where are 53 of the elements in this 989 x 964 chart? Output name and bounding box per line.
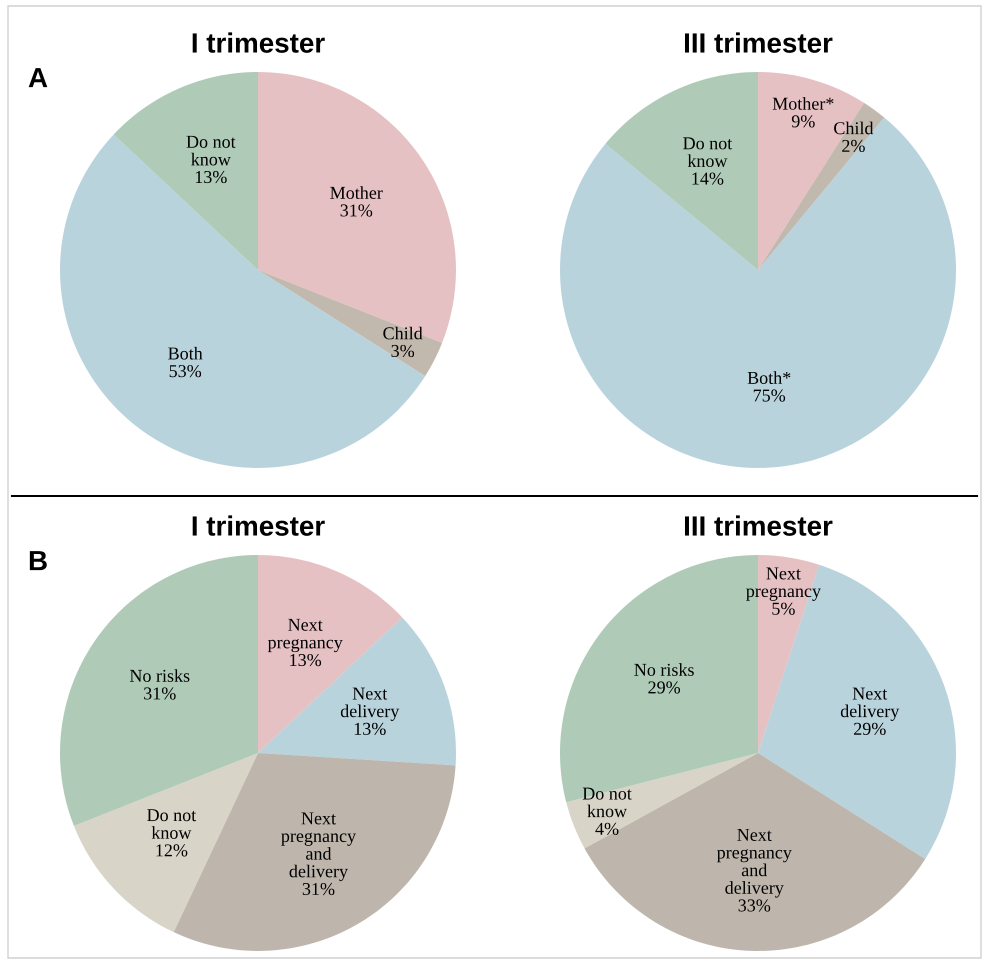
slice-label: Child [383, 326, 423, 340]
slice-label: No risks [130, 669, 190, 682]
pie-slice [60, 555, 258, 826]
chart-title: III trimester [684, 32, 832, 53]
data-label: 4% [595, 822, 618, 835]
data-label: 14% [692, 172, 724, 185]
data-label: 5% [772, 602, 795, 615]
data-label: 29% [648, 681, 680, 694]
chart-title: I trimester [192, 515, 325, 536]
pie-slice [560, 117, 956, 468]
pie-slice [258, 555, 402, 753]
slice-label: Next delivery [340, 688, 400, 721]
chart-title: III trimester [684, 515, 832, 536]
pie-slice [74, 753, 258, 932]
slice-label: Next delivery [840, 688, 900, 721]
data-label: 13% [354, 722, 386, 735]
text: A [28, 68, 48, 88]
data-label: 31% [144, 687, 176, 700]
data-label: 9% [792, 115, 815, 128]
data-label: 29% [854, 722, 886, 735]
slice-label: Do not know [582, 788, 632, 818]
slice-label: Next pregnancy [268, 618, 343, 652]
pie-slice [258, 270, 442, 376]
slice-label: Next pregnancy and delivery [716, 828, 792, 898]
data-label: 12% [156, 844, 188, 857]
data-label: 3% [391, 344, 414, 358]
text: B [30, 551, 47, 570]
data-label: 33% [738, 899, 770, 912]
slice-label: Both [168, 346, 203, 360]
pie-slice [258, 72, 456, 343]
data-label: 31% [302, 882, 334, 896]
slice-label: Mother [330, 186, 383, 199]
data-label: 53% [170, 365, 202, 378]
pie-slice [584, 753, 926, 951]
pie-slice [258, 617, 456, 766]
slice-label: Do not know [683, 137, 732, 168]
data-label: 2% [842, 140, 865, 152]
slice-label: Child [834, 122, 874, 134]
data-label: 31% [340, 204, 372, 217]
pie-slice [60, 134, 426, 468]
chart-title: I trimester [192, 32, 325, 53]
slice-label: Both* [748, 371, 790, 384]
slice-label: Mother* [772, 97, 834, 110]
pie-slice [114, 72, 258, 270]
data-label: 13% [196, 170, 227, 184]
slice-label: Next pregnancy and delivery [281, 812, 356, 882]
slice-label: No risks [634, 663, 694, 676]
slice-label: Do not know [186, 136, 236, 166]
data-label: 75% [754, 389, 786, 402]
data-label: 13% [290, 654, 322, 666]
pie-slice [605, 72, 758, 270]
slice-label: Next pregnancy [746, 568, 821, 601]
slice-label: Do not know [147, 809, 196, 839]
